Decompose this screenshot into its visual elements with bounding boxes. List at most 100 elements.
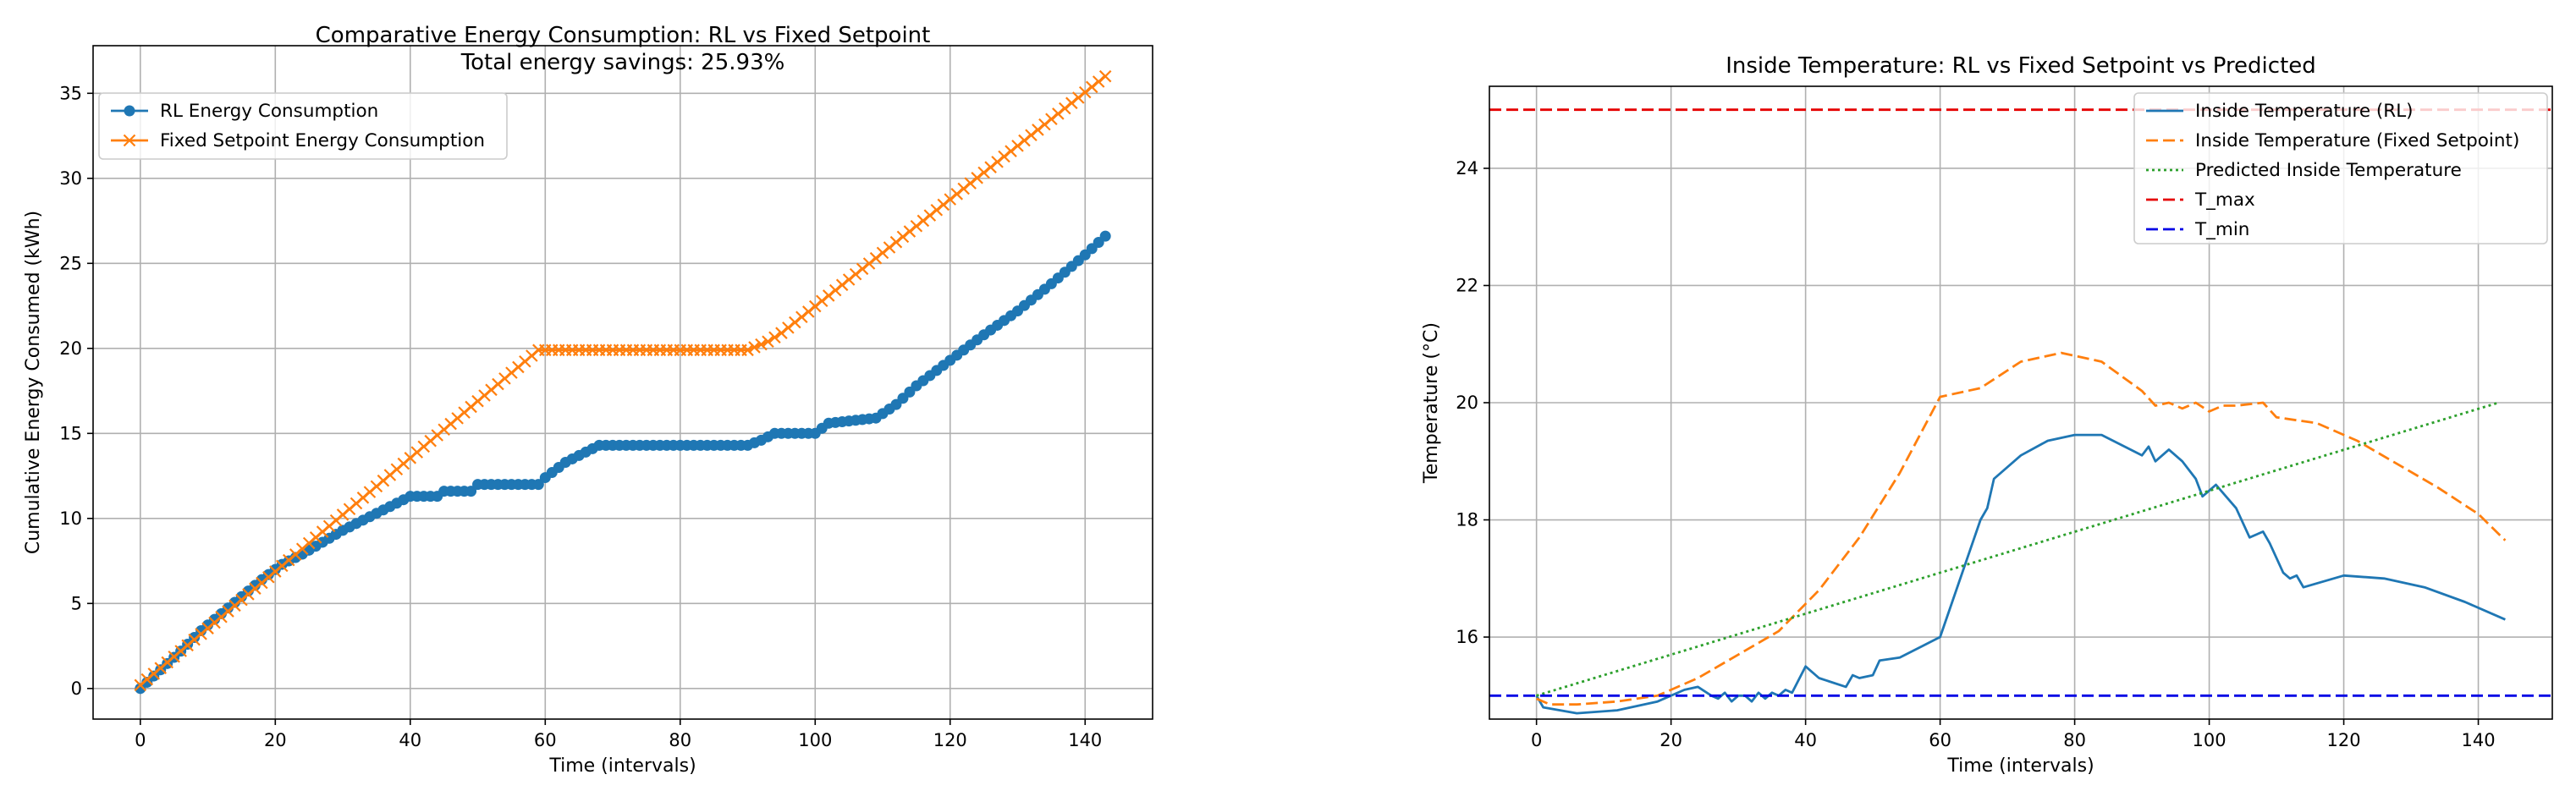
chart0-series-1-point [1052, 107, 1065, 120]
chart0-series-1-point [903, 225, 916, 238]
chart0-legend: RL Energy Consumption Fixed Setpoint Ener… [98, 92, 508, 160]
chart1-x-tick-label: 20 [1660, 730, 1682, 750]
chart0-x-tick-label: 100 [798, 730, 832, 750]
chart0-x-tick-label: 120 [933, 730, 967, 750]
chart0-legend-marker [123, 134, 136, 147]
chart1-title: Inside Temperature: RL vs Fixed Setpoint… [1726, 53, 2316, 79]
chart0-series-1-point [1072, 91, 1085, 104]
chart0-x-tick-label: 20 [264, 730, 287, 750]
chart0-axes-frame [92, 45, 1153, 720]
chart1-legend-label: T_max [2194, 190, 2255, 211]
chart0-x-tick-label: 40 [399, 730, 421, 750]
chart1-legend-box [2133, 92, 2548, 244]
chart1-x-axis-label: Time (intervals) [1946, 755, 2094, 777]
chart0-series-1-point [937, 198, 950, 211]
chart0-y-tick-label: 0 [71, 678, 82, 699]
energy-consumption-chart: 0 20 40 60 80 100 120 140 0 5 10 15 20 25 30 35 Time (in… [23, 23, 1153, 777]
chart0-series-1-point [998, 150, 1010, 163]
chart1-y-tick-label: 24 [1456, 158, 1478, 179]
chart1-legend-label: Predicted Inside Temperature [2195, 160, 2462, 181]
chart0-series-1-point [1038, 118, 1051, 131]
chart1-series-line-1 [1536, 351, 2507, 706]
chart0-series-1-point [896, 230, 910, 244]
chart1-y-tick-label: 22 [1456, 275, 1478, 295]
chart0-y-tick-label: 35 [59, 83, 82, 103]
chart1-legend-label: Inside Temperature (RL) [2195, 101, 2414, 122]
chart0-series-0-point [1099, 230, 1111, 242]
chart0-series-1-point [748, 341, 761, 354]
chart1-plot-area [1489, 108, 2552, 715]
chart0-plot-area [134, 69, 1112, 695]
chart0-series-1-point [944, 193, 957, 206]
chart1-x-tick-label: 40 [1794, 730, 1817, 750]
chart1-legend-label: T_min [2194, 219, 2249, 240]
chart0-series-1-point [1092, 75, 1105, 88]
inside-temperature-chart: 0 20 40 60 80 100 120 140 16 18 20 22 24 Time (interv… [1421, 53, 2553, 777]
chart0-legend-box [98, 92, 508, 160]
chart0-series-1-point [910, 219, 923, 233]
chart0-series-1-point [782, 321, 795, 334]
chart0-x-axis-label: Time (intervals) [548, 755, 696, 777]
chart0-series-1-point [1065, 96, 1078, 110]
chart0-series-1-point [883, 241, 896, 254]
chart1-y-tick-label: 18 [1456, 510, 1478, 530]
chart0-series-1-point [755, 338, 768, 351]
chart0-series-1-point [869, 251, 883, 265]
chart0-y-tick-label: 30 [59, 168, 82, 189]
chart0-x-tick-label: 60 [534, 730, 557, 750]
chart1-x-tick-label: 80 [2063, 730, 2086, 750]
chart0-series-1-point [815, 294, 828, 308]
chart0-series-1-point [808, 299, 822, 313]
chart0-series-1-point [923, 209, 937, 222]
chart0-y-tick-label: 5 [71, 593, 82, 613]
chart0-subtitle: Total energy savings: 25.93% [460, 50, 785, 75]
chart0-x-tick-label: 0 [135, 730, 146, 750]
chart0-series-1-point [957, 182, 970, 195]
chart0-series-1-point [1025, 129, 1038, 142]
chart0-series-1-point [741, 343, 754, 357]
chart0-y-axis-label: Cumulative Energy Consumed (kWh) [23, 211, 44, 554]
chart1-legend: Inside Temperature (RL) Inside Temperatur… [2133, 92, 2548, 244]
chart1-y-tick-label: 20 [1456, 393, 1478, 413]
chart0-series-1-point [916, 214, 930, 228]
chart0-series-1-point [775, 327, 788, 339]
chart0-series-1-point [795, 310, 808, 324]
chart0-series-1-point [822, 289, 835, 302]
chart0-series-1-point [971, 172, 983, 184]
chart0-series-1-point [977, 166, 990, 179]
chart1-series-line-2 [1536, 401, 2499, 697]
chart1-x-tick-label: 60 [1929, 730, 1951, 750]
chart0-y-tick-label: 25 [59, 253, 82, 273]
chart0-series-1-point [856, 262, 869, 276]
chart0-series-1-point [889, 235, 903, 249]
chart1-x-tick-label: 140 [2462, 730, 2496, 750]
chart1-x-tick-label: 120 [2327, 730, 2361, 750]
chart0-legend-label: RL Energy Consumption [160, 101, 378, 122]
chart0-legend-label: Fixed Setpoint Energy Consumption [160, 130, 485, 151]
chart0-series-1-point [1005, 145, 1017, 157]
chart0-y-tick-label: 15 [59, 423, 82, 443]
chart0-y-tick-label: 20 [59, 338, 82, 359]
chart0-series-1-point [789, 316, 801, 329]
chart0-series-1-point [876, 246, 889, 260]
chart0-series-1-point [930, 203, 944, 217]
chart0-series-1-point [768, 331, 781, 344]
chart0-series-1-point [802, 305, 815, 318]
chart0-legend-marker [124, 105, 135, 117]
chart0-series-line-0 [139, 235, 1107, 689]
chart0-series-0-point [532, 479, 544, 491]
chart1-y-tick-label: 16 [1456, 627, 1478, 647]
chart0-series-1-point [842, 273, 856, 286]
chart0-series-1-point [1018, 134, 1031, 147]
chart1-legend-label: Inside Temperature (Fixed Setpoint) [2195, 130, 2519, 151]
chart0-series-1-point [984, 161, 997, 173]
chart0-y-tick-label: 10 [59, 508, 82, 529]
chart0-series-1-point [1011, 140, 1024, 152]
chart1-y-axis-label: Temperature (°C) [1421, 322, 1442, 484]
chart1-x-tick-label: 0 [1531, 730, 1542, 750]
chart0-series-1-point [964, 177, 977, 190]
chart0-series-1-point [1045, 113, 1058, 126]
chart0-series-1-point [1059, 102, 1071, 115]
chart0-x-tick-label: 140 [1068, 730, 1102, 750]
